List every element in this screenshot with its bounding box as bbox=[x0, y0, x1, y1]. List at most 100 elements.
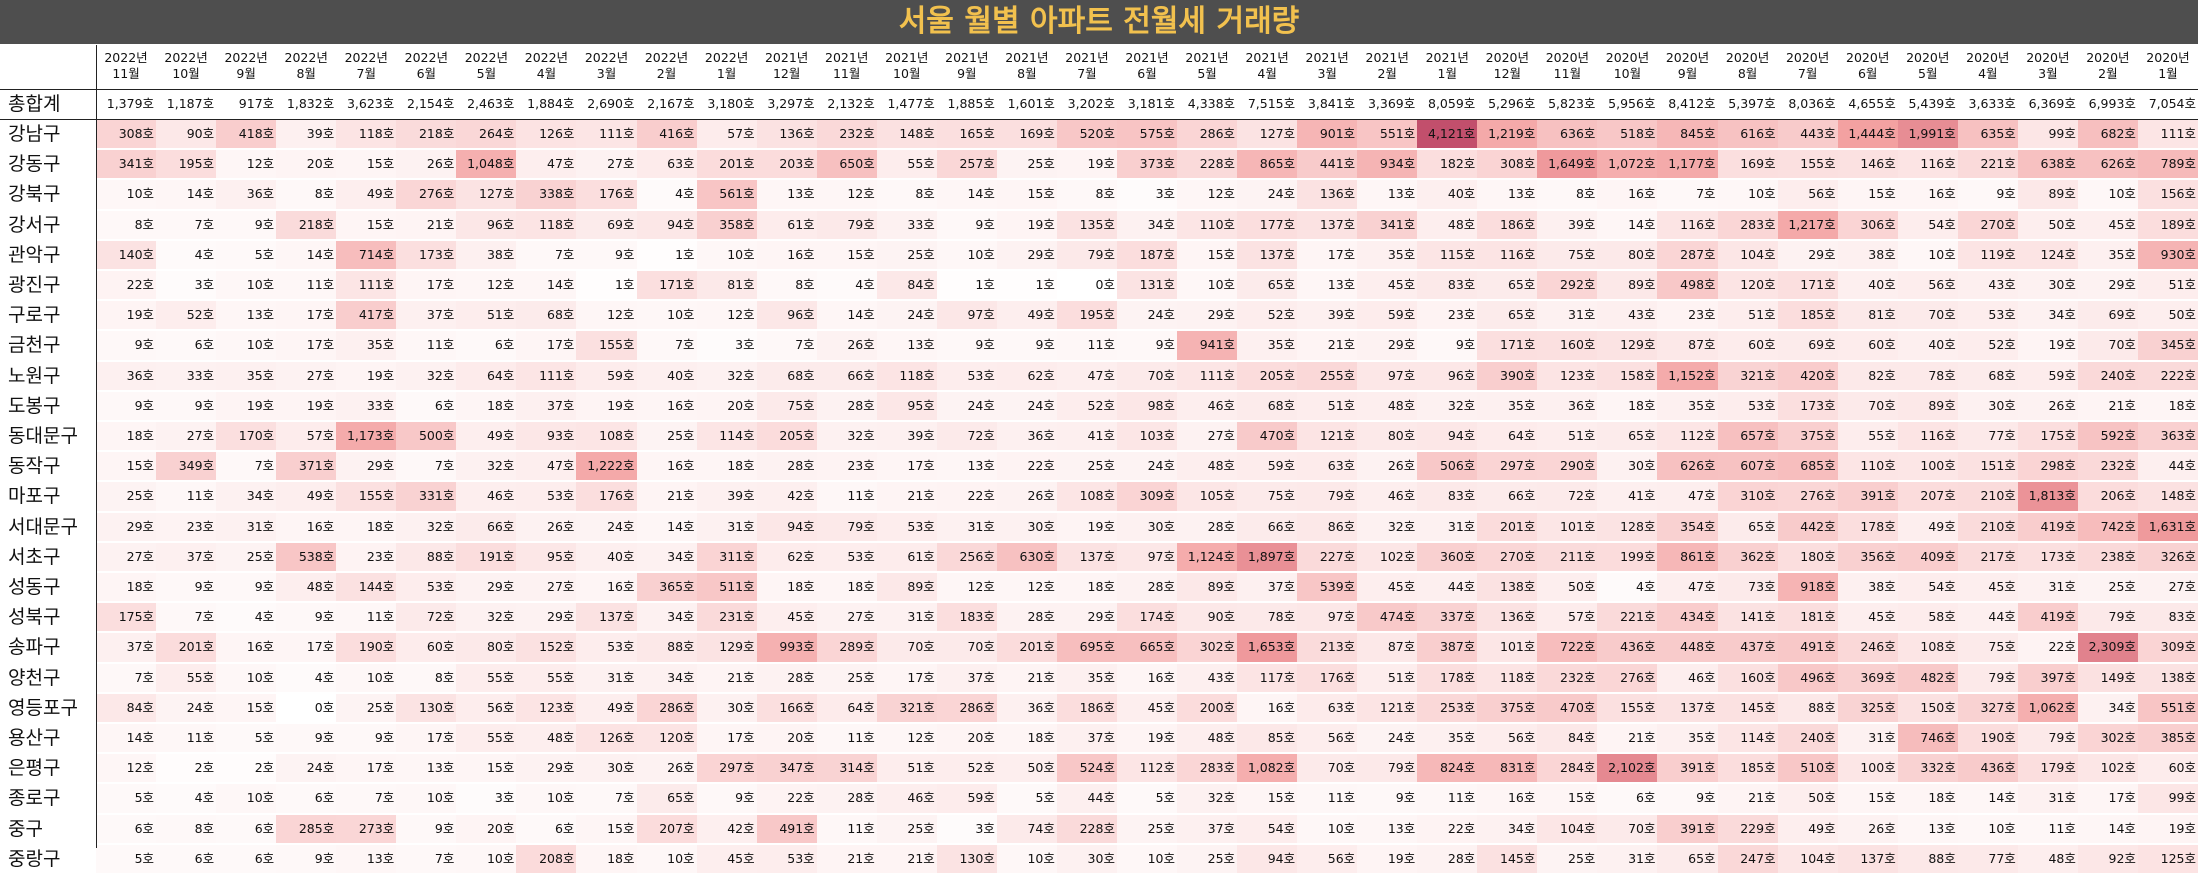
heatmap-cell: 25호 bbox=[96, 482, 157, 511]
heatmap-cell: 232호 bbox=[2077, 452, 2138, 481]
column-header-year: 2022년 bbox=[464, 50, 508, 65]
heatmap-cell: 5호 bbox=[96, 784, 157, 813]
column-header-month: 2월 bbox=[2098, 66, 2118, 81]
heatmap-cell: 46호 bbox=[1177, 391, 1238, 420]
column-header-month: 8월 bbox=[1017, 66, 1037, 81]
heatmap-cell: 178호 bbox=[1837, 512, 1898, 541]
heatmap-cell: 140호 bbox=[96, 240, 157, 269]
heatmap-cell: 482호 bbox=[1897, 663, 1958, 692]
heatmap-cell: 89호 bbox=[1897, 391, 1958, 420]
column-header: 2020년 1월 bbox=[2138, 50, 2198, 82]
heatmap-cell: 369호 bbox=[1837, 663, 1898, 692]
heatmap-cell: 7호 bbox=[636, 331, 697, 360]
heatmap-cell: 17호 bbox=[276, 331, 337, 360]
column-header-year: 2020년 bbox=[1545, 50, 1590, 65]
heatmap-cell: 11호 bbox=[396, 331, 457, 360]
heatmap-cell: 80호 bbox=[1357, 422, 1418, 451]
heatmap-cell: 326호 bbox=[2137, 542, 2198, 571]
heatmap-cell: 43호 bbox=[1597, 301, 1658, 330]
heatmap-cell: 16호 bbox=[1897, 180, 1958, 209]
row-label: 관악구 bbox=[8, 243, 61, 266]
heatmap-cell: 40호 bbox=[576, 542, 637, 571]
heatmap-cell: 9호 bbox=[1957, 180, 2018, 209]
heatmap-cell: 191호 bbox=[456, 542, 517, 571]
heatmap-cell: 79호 bbox=[1056, 240, 1117, 269]
heatmap-cell: 51호 bbox=[456, 301, 517, 330]
heatmap-cell: 99호 bbox=[2137, 784, 2198, 813]
heatmap-cell: 22호 bbox=[96, 271, 157, 300]
heatmap-cell: 63호 bbox=[1297, 693, 1358, 722]
heatmap-cell: 46호 bbox=[1657, 663, 1718, 692]
heatmap-cell: 64호 bbox=[816, 693, 877, 722]
heatmap-cell: 31호 bbox=[1837, 724, 1898, 753]
heatmap-cell: 11호 bbox=[1297, 784, 1358, 813]
chart-title: 서울 월별 아파트 전월세 거래량 bbox=[898, 4, 1300, 39]
heatmap-cell: 14호 bbox=[2077, 814, 2138, 843]
heatmap-cell: 36호 bbox=[996, 422, 1057, 451]
heatmap-cell: 11호 bbox=[816, 814, 877, 843]
total-cell: 3,297호 bbox=[767, 96, 815, 111]
heatmap-cell: 24호 bbox=[936, 391, 997, 420]
row-label: 강남구 bbox=[8, 123, 61, 145]
heatmap-cell: 72호 bbox=[396, 603, 457, 632]
heatmap-cell: 55호 bbox=[516, 663, 577, 692]
column-header: 2021년 11월 bbox=[817, 50, 877, 82]
heatmap-cell: 25호 bbox=[816, 663, 877, 692]
column-header-year: 2022년 bbox=[644, 50, 689, 65]
heatmap-cell: 181호 bbox=[1777, 603, 1838, 632]
heatmap-cell: 38호 bbox=[1837, 240, 1898, 269]
heatmap-cell: 356호 bbox=[1837, 542, 1898, 571]
heatmap-cell: 19호 bbox=[216, 391, 277, 420]
heatmap-cell: 221호 bbox=[1957, 150, 2018, 179]
heatmap-cell: 96호 bbox=[1417, 361, 1478, 390]
column-header-month: 6월 bbox=[416, 66, 437, 81]
heatmap-cell: 201호 bbox=[996, 633, 1057, 662]
heatmap-cell: 141호 bbox=[1717, 603, 1778, 632]
heatmap-cell: 94호 bbox=[1237, 844, 1298, 873]
heatmap-cell: 35호 bbox=[1657, 724, 1718, 753]
heatmap-cell: 358호 bbox=[696, 210, 757, 239]
heatmap-cell: 306호 bbox=[1837, 210, 1898, 239]
heatmap-cell: 276호 bbox=[396, 180, 457, 209]
heatmap-cell: 5호 bbox=[216, 724, 277, 753]
column-header-month: 11월 bbox=[112, 66, 140, 81]
heatmap-cell: 68호 bbox=[516, 301, 577, 330]
heatmap-cell: 1,173호 bbox=[336, 422, 397, 451]
heatmap-cell: 65호 bbox=[1657, 844, 1718, 873]
heatmap-cell: 182호 bbox=[1417, 150, 1478, 179]
heatmap-cell: 14호 bbox=[636, 512, 697, 541]
column-header-month: 3월 bbox=[1317, 66, 1337, 81]
column-header-year: 2020년 bbox=[1846, 50, 1890, 65]
heatmap-cell: 824호 bbox=[1417, 754, 1478, 783]
column-header: 2021년 2월 bbox=[1357, 50, 1417, 82]
heatmap-cell: 36호 bbox=[996, 693, 1057, 722]
row-label: 도봉구 bbox=[8, 394, 61, 417]
heatmap-cell: 37호 bbox=[936, 663, 997, 692]
total-cell: 3,202호 bbox=[1067, 96, 1115, 111]
heatmap-cell: 13호 bbox=[1357, 180, 1418, 209]
heatmap-cell: 57호 bbox=[1537, 603, 1598, 632]
heatmap-cell: 111호 bbox=[336, 271, 397, 300]
heatmap-cell: 35호 bbox=[216, 361, 277, 390]
heatmap-cell: 97호 bbox=[1116, 542, 1178, 571]
heatmap-cell: 416호 bbox=[636, 120, 697, 149]
heatmap-cell: 52호 bbox=[1957, 331, 2018, 360]
heatmap-cell: 341호 bbox=[1357, 210, 1418, 239]
heatmap-cell: 52호 bbox=[936, 754, 997, 783]
heatmap-cell: 45호 bbox=[2077, 210, 2138, 239]
heatmap-cell: 48호 bbox=[276, 573, 337, 602]
heatmap-cell: 28호 bbox=[1177, 512, 1238, 541]
heatmap-cell: 9호 bbox=[396, 814, 457, 843]
heatmap-cell: 40호 bbox=[636, 361, 697, 390]
heatmap-cell: 10호 bbox=[216, 271, 277, 300]
heatmap-cell: 286호 bbox=[636, 693, 697, 722]
heatmap-cell: 470호 bbox=[1237, 422, 1298, 451]
row-label: 은평구 bbox=[8, 757, 61, 780]
heatmap-cell: 30호 bbox=[1116, 512, 1178, 541]
heatmap-cell: 10호 bbox=[636, 301, 697, 330]
heatmap-cell: 63호 bbox=[636, 150, 697, 179]
heatmap-cell: 34호 bbox=[1116, 210, 1178, 239]
heatmap-cell: 32호 bbox=[1417, 391, 1478, 420]
heatmap-cell: 9호 bbox=[156, 391, 217, 420]
heatmap-cell: 7호 bbox=[336, 784, 397, 813]
